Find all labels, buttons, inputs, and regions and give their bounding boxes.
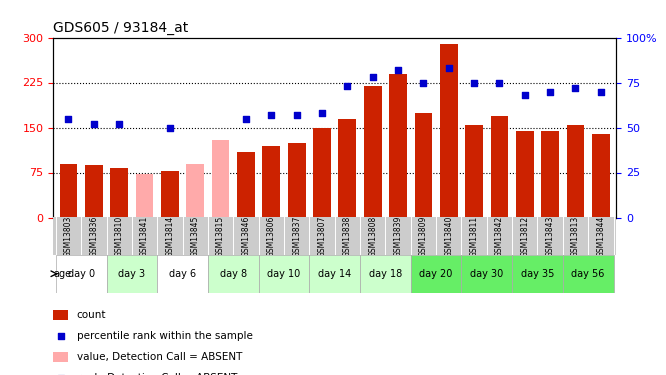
Text: GSM13840: GSM13840 [444,216,454,257]
Point [545,88,555,94]
Text: GSM13843: GSM13843 [545,216,555,257]
Point [469,80,480,86]
Bar [60,164,77,218]
Text: GSM13838: GSM13838 [343,216,352,257]
Point [519,92,530,98]
Text: GSM13814: GSM13814 [165,216,174,257]
Bar [111,168,128,217]
Bar [313,128,331,218]
Bar [262,146,280,218]
Point [342,83,353,89]
Bar [56,255,107,292]
Text: day 18: day 18 [369,269,402,279]
Bar [136,174,153,217]
Text: day 35: day 35 [521,269,554,279]
Text: GSM13842: GSM13842 [495,216,504,257]
Point [595,88,606,94]
Text: GSM13839: GSM13839 [394,216,402,257]
Text: GSM13806: GSM13806 [267,216,276,257]
Text: GSM13837: GSM13837 [292,216,301,257]
Bar [411,255,462,292]
Bar [212,140,230,218]
Point [63,116,74,122]
Text: GSM13846: GSM13846 [242,216,250,257]
Bar [360,255,411,292]
Bar [466,124,483,217]
Bar [414,112,432,218]
Point [55,333,66,339]
Bar [364,86,382,218]
Text: GSM13807: GSM13807 [318,216,326,257]
Bar [389,74,407,217]
Bar [462,255,512,292]
Text: GSM13803: GSM13803 [64,216,73,257]
Text: day 56: day 56 [571,269,605,279]
Bar [288,142,306,218]
Text: rank, Detection Call = ABSENT: rank, Detection Call = ABSENT [77,373,237,375]
Bar [440,44,458,218]
Text: GSM13815: GSM13815 [216,216,225,257]
Text: day 30: day 30 [470,269,503,279]
Point [266,112,276,118]
Text: GSM13836: GSM13836 [89,216,99,257]
Point [494,80,505,86]
Point [89,121,99,127]
Bar [516,130,533,218]
Text: value, Detection Call = ABSENT: value, Detection Call = ABSENT [77,352,242,362]
Text: day 3: day 3 [119,269,145,279]
Bar [237,152,255,217]
Point [114,121,125,127]
Bar [107,255,157,292]
Text: GSM13810: GSM13810 [115,216,124,257]
Bar [53,352,68,362]
Text: GSM13845: GSM13845 [190,216,200,257]
Text: age: age [54,269,72,279]
Text: GSM13808: GSM13808 [368,216,377,257]
Text: GSM13809: GSM13809 [419,216,428,257]
Text: GSM13841: GSM13841 [140,216,149,257]
Bar [491,116,508,218]
Point [393,67,404,73]
Bar [309,255,360,292]
Bar [592,134,609,218]
Bar [258,255,309,292]
Bar [208,255,258,292]
Point [444,65,454,71]
Bar [338,118,356,218]
Bar [53,310,68,320]
Bar [541,130,559,218]
Text: day 8: day 8 [220,269,247,279]
Text: day 0: day 0 [68,269,95,279]
Bar [512,255,563,292]
Text: GSM13844: GSM13844 [596,216,605,257]
Text: day 20: day 20 [420,269,453,279]
Bar [85,165,103,218]
Bar [157,255,208,292]
Bar [563,255,613,292]
Point [418,80,429,86]
Text: count: count [77,310,106,320]
Point [291,112,302,118]
Point [368,74,378,80]
Text: day 10: day 10 [267,269,300,279]
Point [316,110,327,116]
Text: GSM13812: GSM13812 [520,216,529,257]
Bar [161,171,178,217]
Point [570,85,581,91]
Point [240,116,251,122]
Text: day 14: day 14 [318,269,351,279]
Bar [567,124,584,217]
Bar [186,164,204,218]
Text: GSM13813: GSM13813 [571,216,580,257]
Text: GSM13811: GSM13811 [470,216,479,257]
Text: percentile rank within the sample: percentile rank within the sample [77,331,252,341]
Point [165,124,175,130]
Text: GDS605 / 93184_at: GDS605 / 93184_at [53,21,188,35]
Text: day 6: day 6 [169,269,196,279]
